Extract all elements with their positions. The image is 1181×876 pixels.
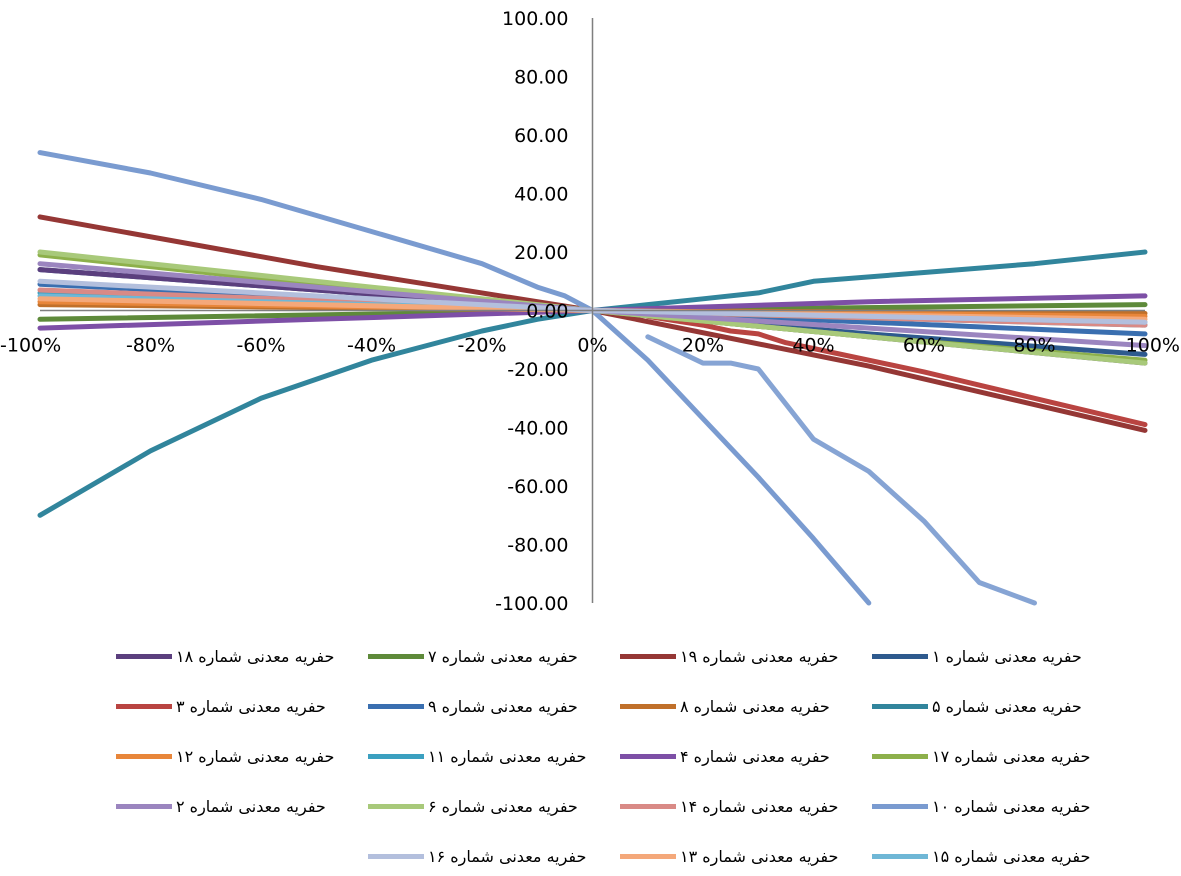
legend-swatch xyxy=(116,653,172,659)
legend-label: حفریه معدنی شماره ۱۷ xyxy=(932,746,1091,766)
legend-item: حفریه معدنی شماره ۵ xyxy=(872,686,1124,726)
legend-label: حفریه معدنی شماره ۱۲ xyxy=(176,746,335,766)
legend-swatch xyxy=(620,703,676,709)
legend-label: حفریه معدنی شماره ۱۸ xyxy=(176,646,335,666)
y-tick-label: 60.00 xyxy=(514,125,568,147)
legend-item: حفریه معدنی شماره ۱۶ xyxy=(368,836,620,876)
legend-item: حفریه معدنی شماره ۱۰ xyxy=(872,786,1124,826)
y-tick-label: 40.00 xyxy=(514,184,568,206)
legend-swatch xyxy=(872,703,928,709)
legend-item: حفریه معدنی شماره ۱۳ xyxy=(620,836,872,876)
legend-item: حفریه معدنی شماره ۱۵ xyxy=(872,836,1124,876)
legend-swatch xyxy=(368,853,424,859)
legend-swatch xyxy=(620,803,676,809)
legend-swatch xyxy=(368,703,424,709)
legend-label: حفریه معدنی شماره ۴ xyxy=(680,746,830,766)
y-tick-label: -60.00 xyxy=(507,476,568,498)
y-tick-label: 80.00 xyxy=(514,67,568,89)
legend-label: حفریه معدنی شماره ۱۴ xyxy=(680,796,839,816)
x-tick-label: 0% xyxy=(577,335,607,357)
legend-label: حفریه معدنی شماره ۱۹ xyxy=(680,646,839,666)
legend-item: حفریه معدنی شماره ۱۷ xyxy=(872,736,1124,776)
series-line-13 xyxy=(37,150,872,606)
x-tick-label: -40% xyxy=(347,335,396,357)
legend-swatch xyxy=(872,653,928,659)
legend-swatch xyxy=(620,753,676,759)
x-tick-label: -60% xyxy=(236,335,285,357)
y-tick-label: -80.00 xyxy=(507,535,568,557)
legend-label: حفریه معدنی شماره ۱۰ xyxy=(932,796,1091,816)
axes xyxy=(40,18,1145,603)
legend-item: حفریه معدنی شماره ۱۸ xyxy=(116,636,368,676)
legend-item: حفریه معدنی شماره ۳ xyxy=(116,686,368,726)
y-tick-label: -100.00 xyxy=(495,593,568,615)
legend-item: حفریه معدنی شماره ۷ xyxy=(368,636,620,676)
legend-swatch xyxy=(872,753,928,759)
legend-swatch xyxy=(368,653,424,659)
legend-item: حفریه معدنی شماره ۴ xyxy=(620,736,872,776)
legend-item: حفریه معدنی شماره ۸ xyxy=(620,686,872,726)
legend-swatch xyxy=(620,853,676,859)
series-line-20 xyxy=(645,334,1037,606)
legend: حفریه معدنی شماره ۱ حفریه معدنی شماره ۱۹ ح… xyxy=(84,636,1124,876)
legend-item: حفریه معدنی شماره ۶ xyxy=(368,786,620,826)
x-tick-label: -80% xyxy=(126,335,175,357)
x-tick-label: -20% xyxy=(457,335,506,357)
legend-label: حفریه معدنی شماره ۹ xyxy=(428,696,578,716)
legend-item: حفریه معدنی شماره ۹ xyxy=(368,686,620,726)
x-tick-label: 20% xyxy=(682,335,724,357)
legend-swatch xyxy=(872,853,928,859)
legend-item: حفریه معدنی شماره ۱۹ xyxy=(620,636,872,676)
legend-label: حفریه معدنی شماره ۱۱ xyxy=(428,746,587,766)
legend-item: حفریه معدنی شماره ۱۱ xyxy=(368,736,620,776)
legend-label: حفریه معدنی شماره ۷ xyxy=(428,646,578,666)
y-tick-label: -40.00 xyxy=(507,418,568,440)
x-tick-label: -100% xyxy=(0,335,61,357)
legend-swatch xyxy=(872,803,928,809)
legend-swatch xyxy=(116,803,172,809)
x-tick-label: 100% xyxy=(1126,335,1180,357)
legend-item: حفریه معدنی شماره ۱۲ xyxy=(116,736,368,776)
series-line-8 xyxy=(645,313,1148,428)
legend-label: حفریه معدنی شماره ۱۶ xyxy=(428,846,587,866)
legend-swatch xyxy=(368,753,424,759)
legend-swatch xyxy=(620,653,676,659)
legend-swatch xyxy=(116,703,172,709)
tick-labels: 100.00 80.00 60.00 40.00 20.00 0.00 -20.00 -40.… xyxy=(0,8,1180,615)
legend-label: حفریه معدنی شماره ۸ xyxy=(680,696,830,716)
legend-label: حفریه معدنی شماره ۱۳ xyxy=(680,846,839,866)
x-tick-label: 60% xyxy=(903,335,945,357)
legend-swatch xyxy=(116,753,172,759)
legend-item: حفریه معدنی شماره ۱ xyxy=(872,636,1124,676)
legend-item: حفریه معدنی شماره ۱۴ xyxy=(620,786,872,826)
y-tick-label: 20.00 xyxy=(514,242,568,264)
y-tick-label: 100.00 xyxy=(502,8,568,30)
legend-label: حفریه معدنی شماره ۱ xyxy=(932,646,1082,666)
legend-label: حفریه معدنی شماره ۶ xyxy=(428,796,578,816)
legend-label: حفریه معدنی شماره ۳ xyxy=(176,696,326,716)
legend-label: حفریه معدنی شماره ۲ xyxy=(176,796,326,816)
legend-label: حفریه معدنی شماره ۱۵ xyxy=(932,846,1091,866)
legend-label: حفریه معدنی شماره ۵ xyxy=(932,696,1082,716)
x-tick-label: 80% xyxy=(1013,335,1055,357)
y-tick-label: -20.00 xyxy=(507,359,568,381)
y-tick-label: 0.00 xyxy=(526,301,568,323)
legend-item: حفریه معدنی شماره ۲ xyxy=(116,786,368,826)
legend-swatch xyxy=(368,803,424,809)
x-tick-label: 40% xyxy=(792,335,834,357)
